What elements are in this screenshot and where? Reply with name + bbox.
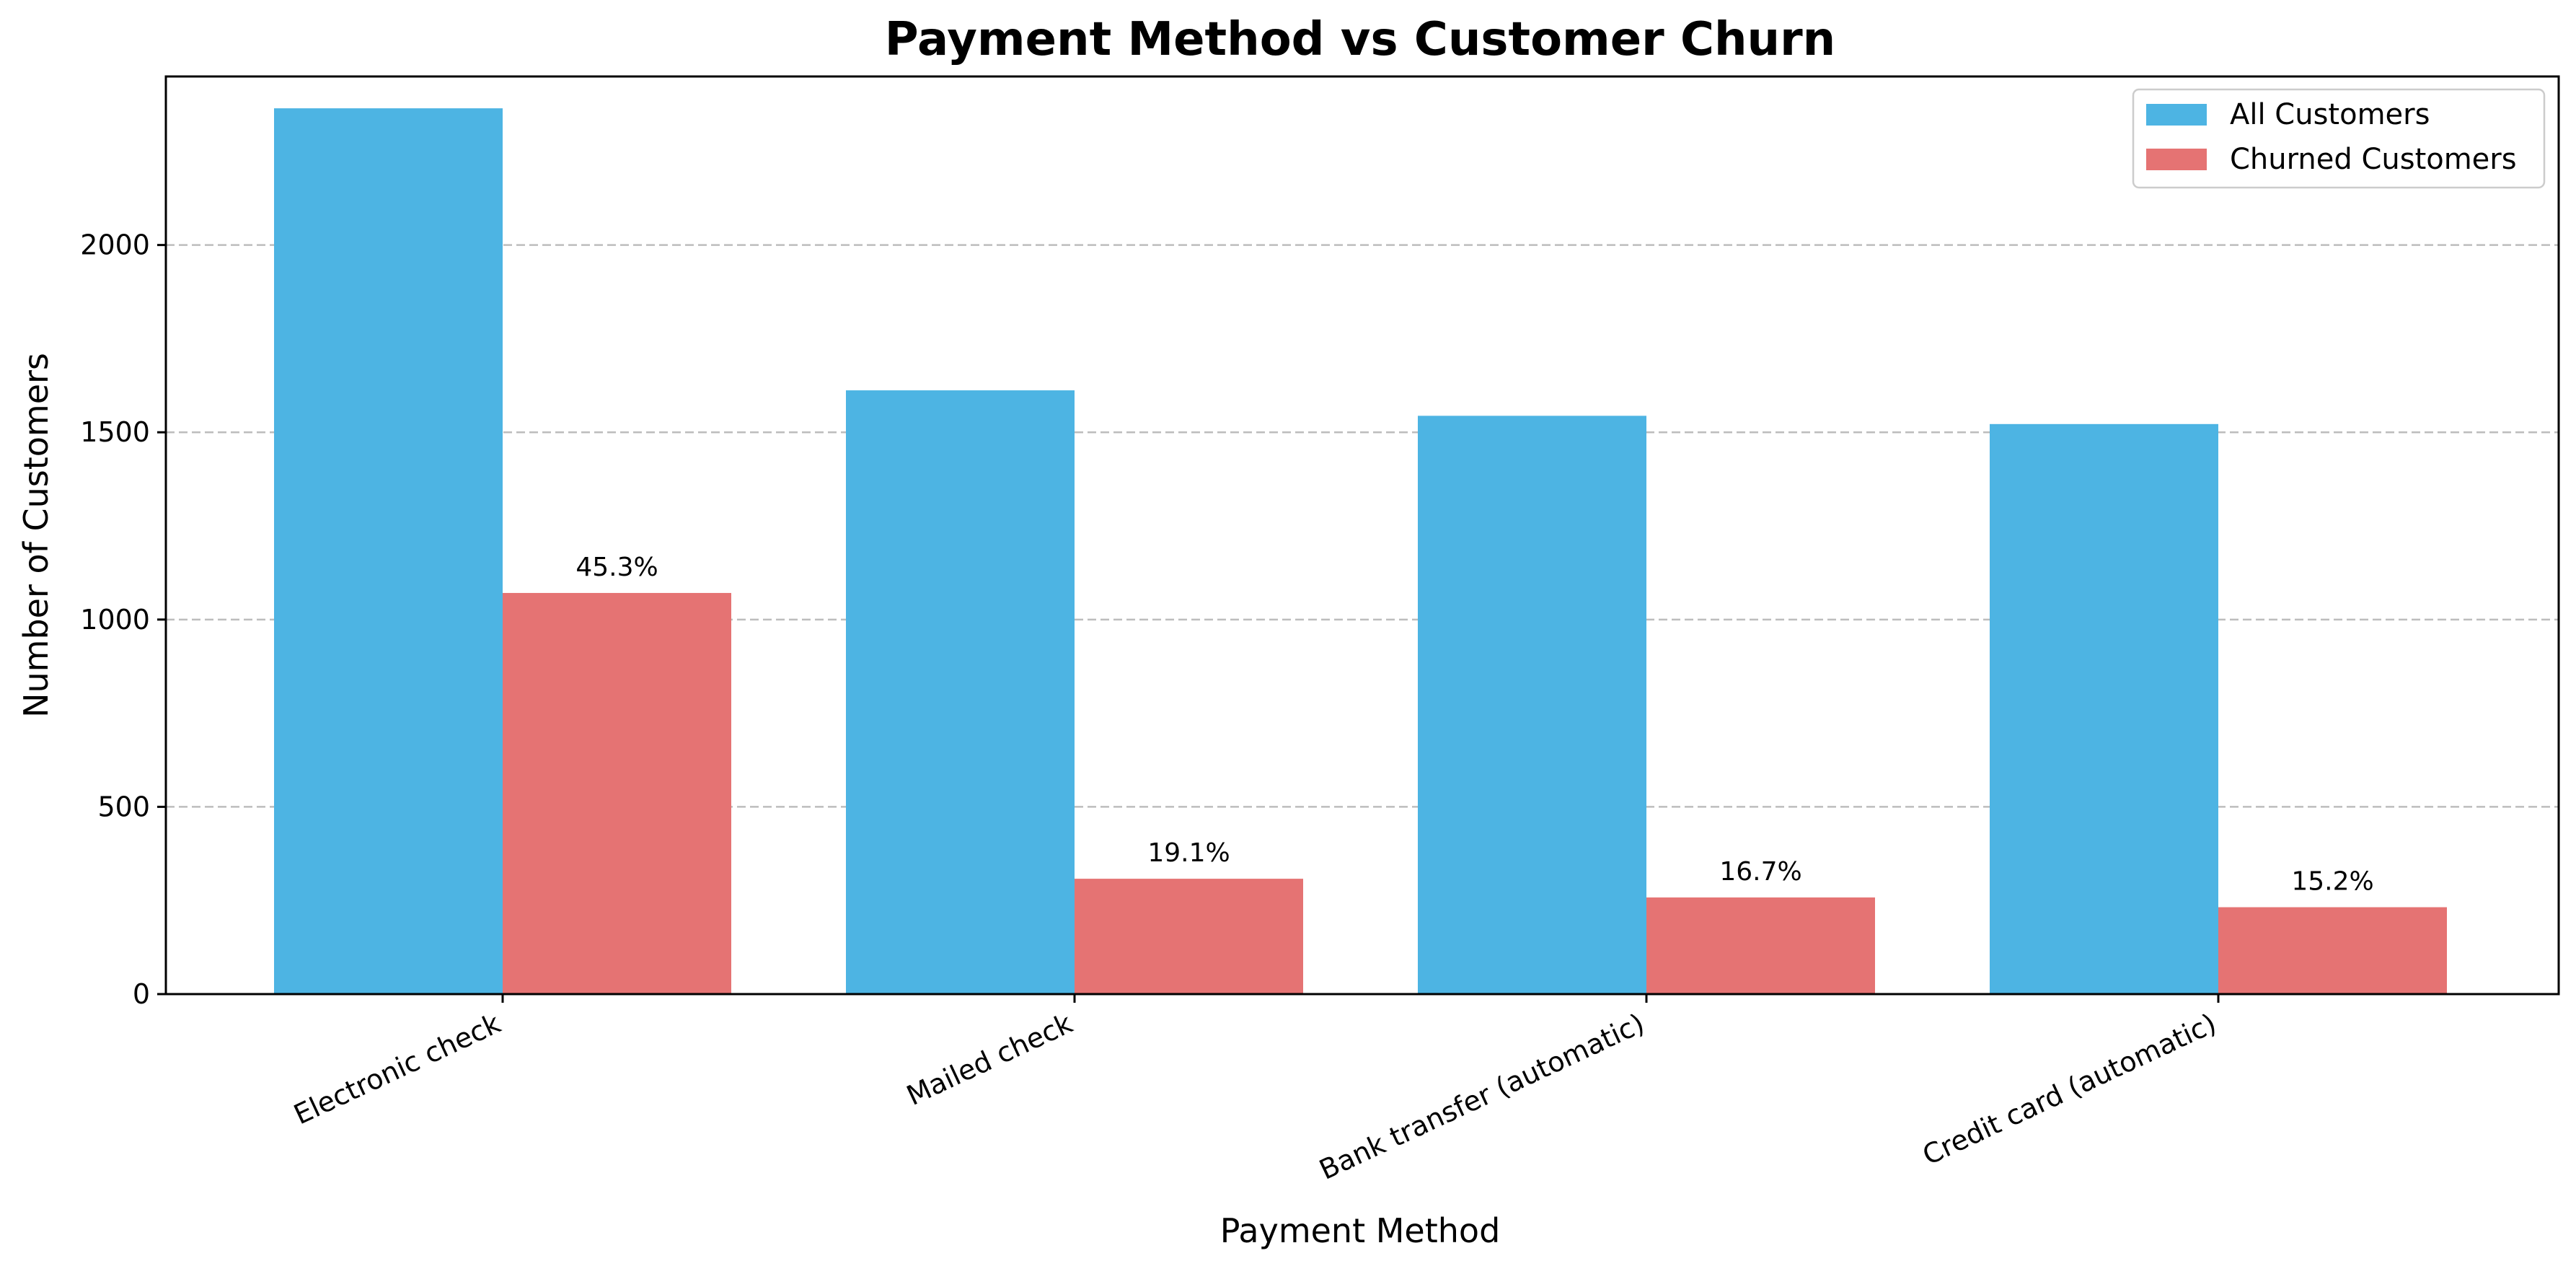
x-tick-label: Electronic check xyxy=(289,1007,506,1130)
churn-rate-label: 45.3% xyxy=(575,553,658,582)
data-labels: 45.3% 19.1% 16.7% 15.2% xyxy=(575,553,2373,897)
y-axis-ticks: 0 500 1000 1500 2000 xyxy=(80,229,166,1010)
legend-swatch xyxy=(2146,149,2207,170)
legend-box xyxy=(2132,88,2546,189)
bar-churned-customers xyxy=(2218,907,2447,994)
bar-churned-customers xyxy=(503,592,731,994)
y-axis-label: Number of Customers xyxy=(17,353,56,718)
churn-rate-label: 15.2% xyxy=(2291,867,2373,897)
y-tick-label: 500 xyxy=(97,791,150,822)
x-axis-ticks: Electronic check Mailed check Bank transfe… xyxy=(289,994,2221,1186)
chart-title: Payment Method vs Customer Churn xyxy=(885,13,1835,66)
y-tick-label: 1500 xyxy=(80,416,150,448)
bar-all-customers xyxy=(846,390,1075,994)
legend-swatch xyxy=(2146,104,2207,126)
x-tick-label: Bank transfer (automatic) xyxy=(1315,1007,1649,1186)
y-tick-label: 1000 xyxy=(80,604,150,636)
churn-rate-label: 16.7% xyxy=(1719,857,1801,887)
bar-churned-customers xyxy=(1646,897,1875,994)
x-tick-label: Mailed check xyxy=(901,1007,1077,1112)
legend-label: All Customers xyxy=(2230,98,2430,131)
bars xyxy=(274,108,2447,994)
legend[interactable]: All Customers Churned Customers xyxy=(2132,88,2546,189)
bar-all-customers xyxy=(1418,416,1646,994)
bar-all-customers xyxy=(274,108,503,994)
plot-frame xyxy=(164,75,2560,996)
x-tick-label: Credit card (automatic) xyxy=(1918,1007,2221,1171)
churn-rate-label: 19.1% xyxy=(1147,838,1230,868)
x-axis-label: Payment Method xyxy=(1220,1211,1501,1250)
y-tick-label: 2000 xyxy=(80,229,150,261)
bar-churned-customers xyxy=(1075,879,1303,994)
legend-label: Churned Customers xyxy=(2230,143,2517,176)
y-tick-label: 0 xyxy=(133,978,150,1010)
bar-all-customers xyxy=(1990,423,2218,994)
